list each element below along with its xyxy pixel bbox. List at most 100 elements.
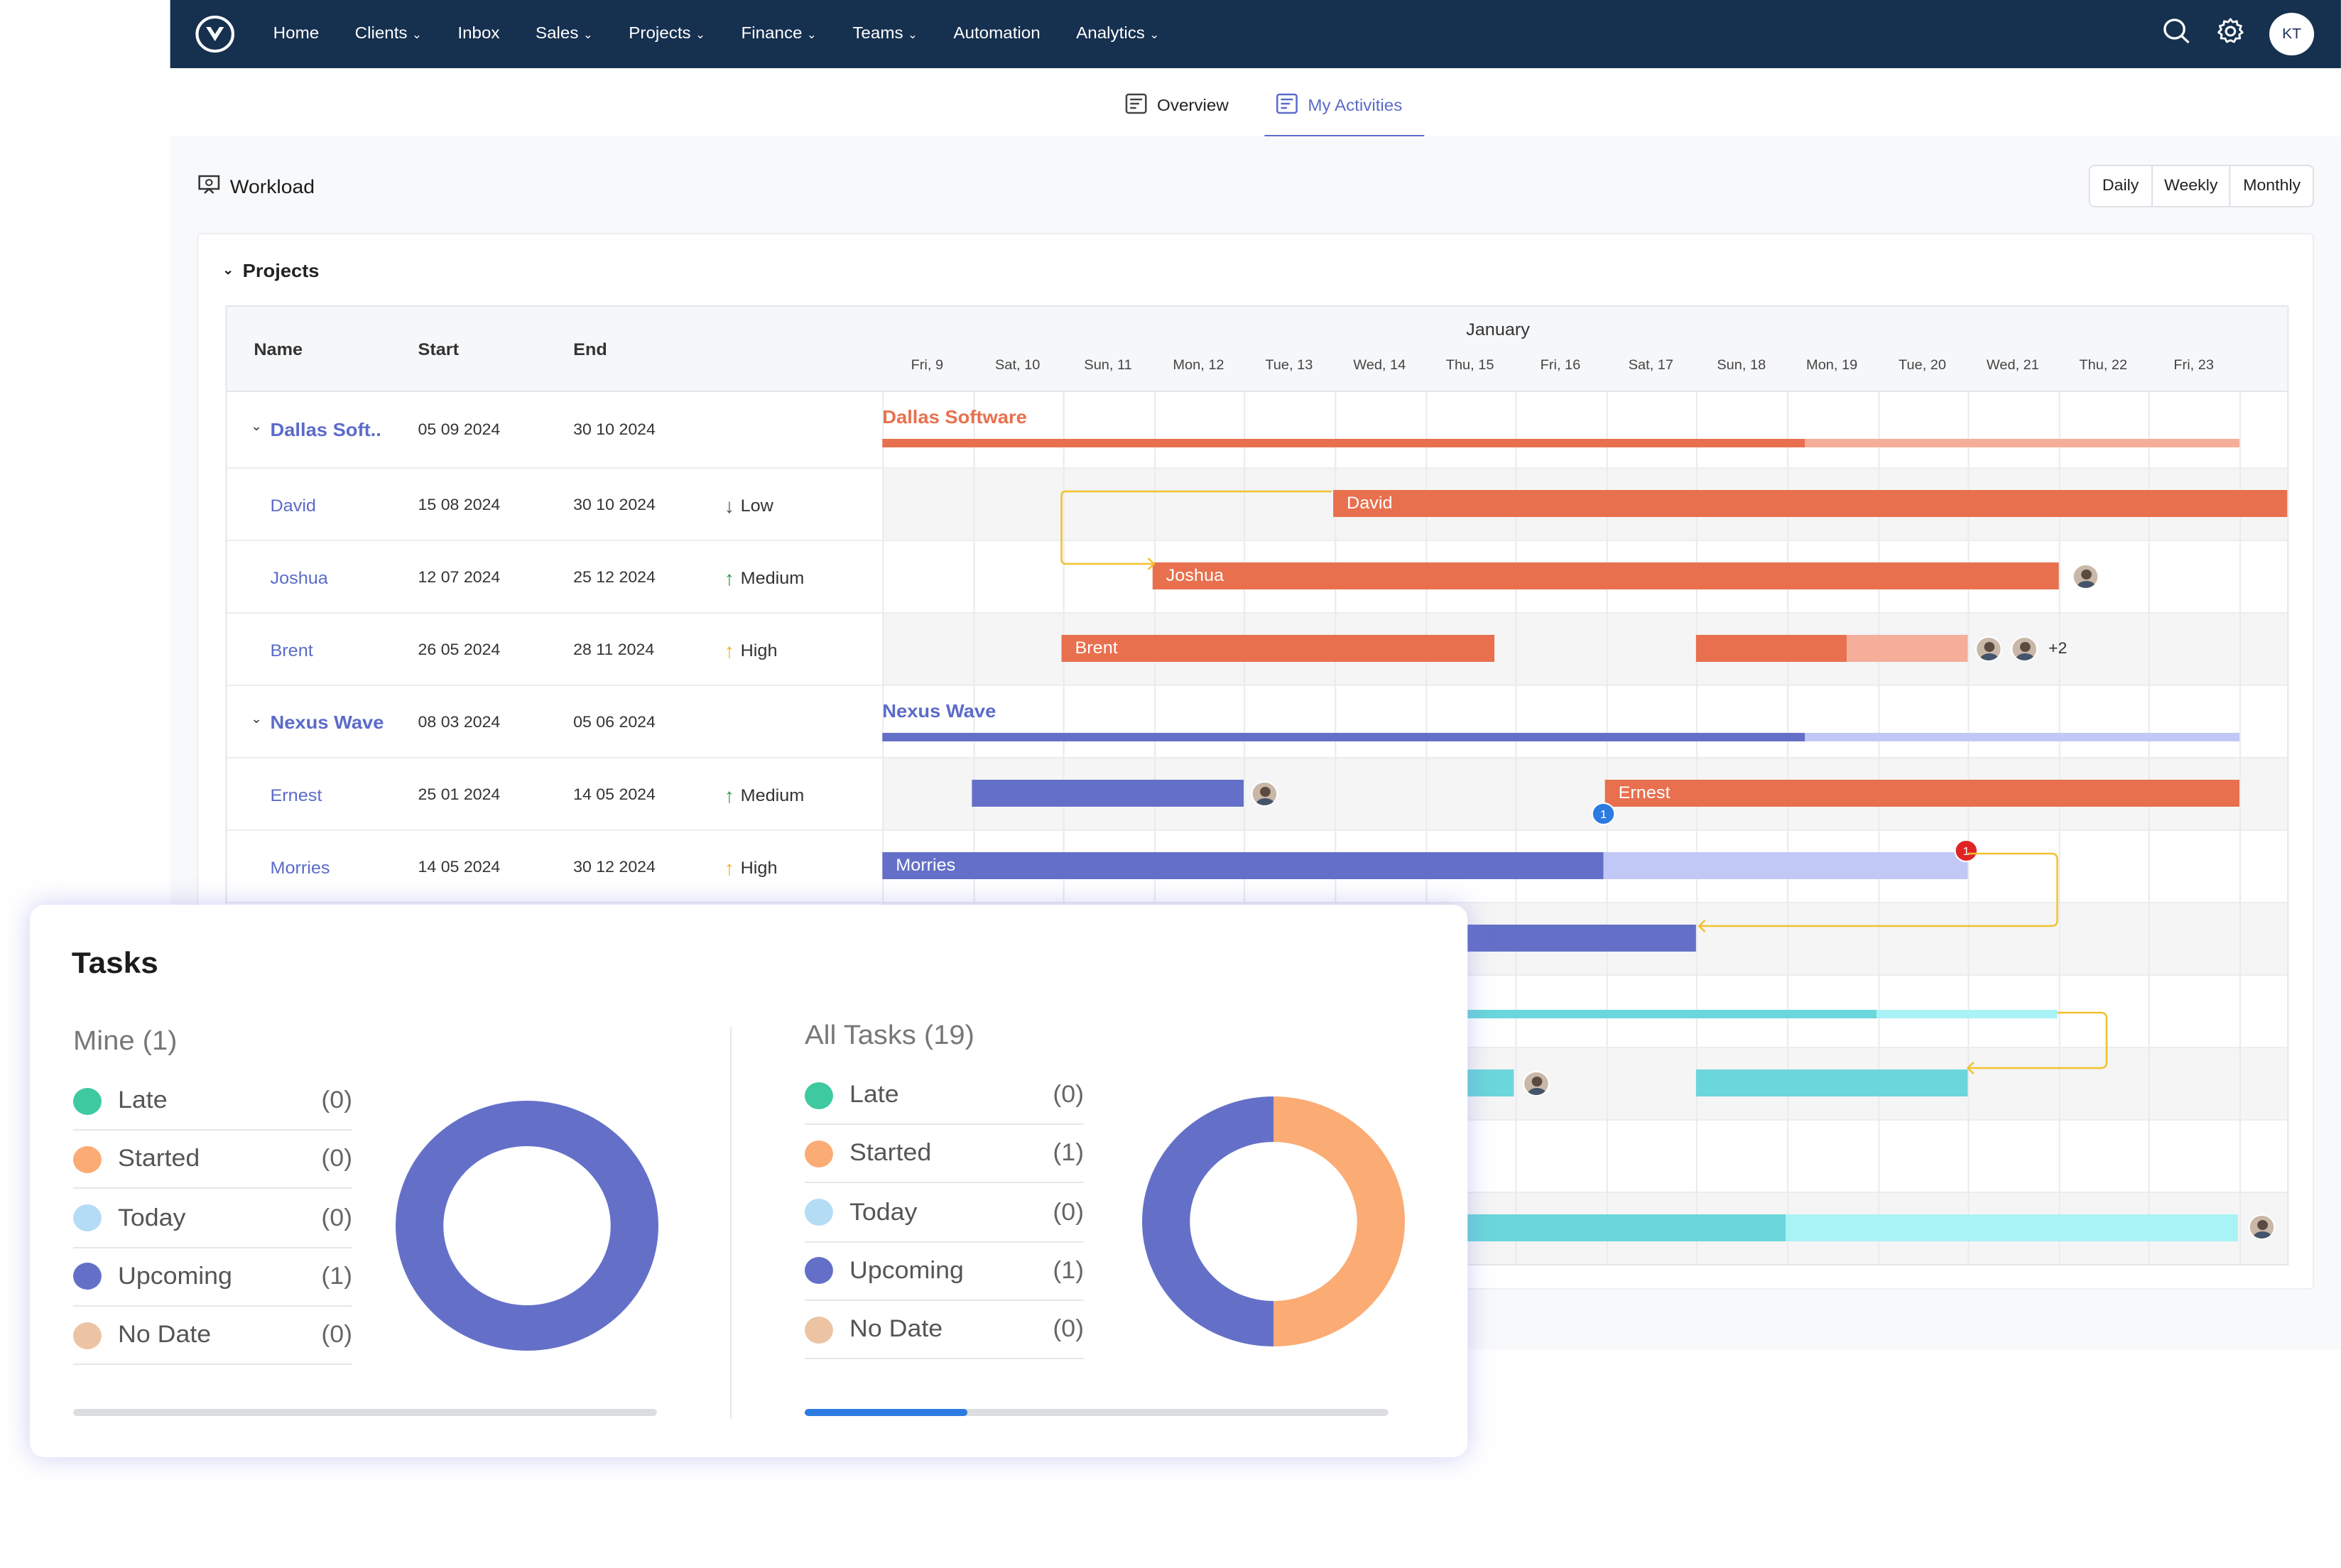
table-row: ⌄ Dallas Soft.. 05 09 2024 30 10 2024 — [227, 392, 2288, 469]
row-info: David 15 08 2024 30 10 2024 ↓ Low — [227, 469, 883, 540]
gantt-bar-brent-2-remaining[interactable] — [1847, 635, 1968, 662]
legend-item-no-date[interactable]: No Date (0) — [72, 1307, 352, 1366]
nav-item-teams[interactable]: Teams ⌄ — [852, 26, 918, 43]
top-nav: Home Clients ⌄ Inbox Sales ⌄ Projects ⌄ Finance ⌄… — [170, 0, 2341, 68]
nav-item-label: Sales — [535, 26, 579, 43]
assignee-avatar[interactable] — [2011, 636, 2038, 662]
priority-arrow-icon: ↑ — [724, 783, 735, 806]
nav-item-projects[interactable]: Projects ⌄ — [629, 26, 705, 43]
gantt-bar-david[interactable]: David — [1333, 490, 2288, 517]
assignee-avatar[interactable] — [1975, 636, 2002, 662]
priority-label: High — [740, 640, 778, 660]
assignee-avatar[interactable] — [2248, 1214, 2276, 1240]
end-date: 25 12 2024 — [573, 569, 656, 586]
gantt-bar-brent[interactable]: Brent — [1061, 635, 1495, 662]
day-label: Sun, 11 — [1084, 358, 1132, 374]
app-logo-icon[interactable] — [195, 16, 235, 53]
legend-item-today[interactable]: Today (0) — [72, 1189, 352, 1248]
month-label: January — [1466, 320, 1530, 339]
chevron-down-icon[interactable]: ⌄ — [251, 419, 262, 433]
chevron-down-icon: ⌄ — [806, 28, 817, 40]
tab-my-activities-label: My Activities — [1308, 97, 1403, 114]
start-date: 08 03 2024 — [418, 714, 501, 731]
tasks-title: Tasks — [71, 947, 158, 980]
legend-item-late[interactable]: Late (0) — [72, 1072, 352, 1131]
grid-line — [1606, 392, 1608, 1264]
view-monthly-button[interactable]: Monthly — [2243, 178, 2301, 195]
task-name[interactable]: David — [270, 495, 316, 515]
nav-item-sales[interactable]: Sales ⌄ — [536, 26, 593, 43]
nav-item-clients[interactable]: Clients ⌄ — [355, 26, 422, 43]
gantt-bar-morries-remaining[interactable] — [1603, 852, 1968, 879]
assignee-avatar[interactable] — [1523, 1071, 1550, 1096]
gantt-bar-ernest-1[interactable] — [972, 780, 1244, 807]
task-name[interactable]: Morries — [270, 857, 330, 877]
projects-toggle[interactable]: ⌄ Projects — [222, 260, 319, 281]
table-row: David 15 08 2024 30 10 2024 ↓ Low — [227, 469, 2288, 541]
status-dot-icon — [804, 1082, 833, 1109]
header-end: End — [573, 339, 607, 359]
legend-label: Today — [849, 1198, 918, 1226]
nav-item-label: Teams — [852, 26, 903, 43]
tab-my-activities[interactable]: My Activities — [1275, 92, 1402, 119]
gantt-bar-joshua[interactable]: Joshua — [1152, 562, 2059, 589]
chevron-down-icon: ⌄ — [411, 28, 422, 40]
assignee-avatar[interactable] — [2072, 564, 2100, 589]
legend-item-upcoming[interactable]: Upcoming (1) — [72, 1248, 352, 1307]
project-name[interactable]: Dallas Soft.. — [270, 419, 381, 440]
alert-badge[interactable]: 1 — [1954, 839, 1979, 862]
priority-arrow-icon: ↑ — [724, 566, 735, 589]
summary-bar — [882, 439, 1805, 447]
nav-item-home[interactable]: Home — [273, 26, 320, 43]
search-icon[interactable] — [2162, 16, 2192, 52]
row-info: Brent 26 05 2024 28 11 2024 ↑ High — [227, 614, 883, 685]
project-label-nexus: Nexus Wave — [882, 700, 996, 722]
day-label: Thu, 22 — [2079, 358, 2128, 374]
legend-item-no-date[interactable]: No Date (0) — [804, 1301, 1085, 1360]
chevron-down-icon[interactable]: ⌄ — [251, 711, 262, 725]
assignee-avatar[interactable] — [1251, 781, 1278, 807]
legend-item-started[interactable]: Started (0) — [72, 1131, 353, 1189]
gantt-bar[interactable] — [1695, 1069, 1968, 1096]
legend-item-upcoming[interactable]: Upcoming (1) — [804, 1243, 1085, 1301]
status-dot-icon — [804, 1257, 833, 1285]
legend-item-started[interactable]: Started (1) — [804, 1126, 1085, 1184]
start-date: 26 05 2024 — [418, 641, 501, 658]
day-label: Mon, 19 — [1806, 358, 1858, 374]
legend-count: (0) — [321, 1145, 353, 1172]
gantt-bar-brent-2[interactable] — [1695, 635, 1847, 662]
nav-item-label: Projects — [629, 26, 691, 43]
gantt-bar[interactable] — [1785, 1214, 2238, 1241]
chevron-down-icon: ⌄ — [907, 28, 918, 40]
tab-overview[interactable]: Overview — [1124, 92, 1229, 119]
task-name[interactable]: Joshua — [270, 567, 328, 587]
view-daily-button[interactable]: Daily — [2090, 166, 2153, 206]
nav-item-automation[interactable]: Automation — [953, 26, 1040, 43]
task-name[interactable]: Ernest — [270, 785, 322, 805]
comment-badge[interactable]: 1 — [1591, 802, 1616, 825]
legend-label: Late — [849, 1081, 899, 1108]
legend-item-today[interactable]: Today (0) — [804, 1184, 1085, 1243]
nav-item-finance[interactable]: Finance ⌄ — [741, 26, 816, 43]
more-assignees[interactable]: +2 — [2048, 641, 2068, 658]
nav-item-analytics[interactable]: Analytics ⌄ — [1076, 26, 1159, 43]
task-name[interactable]: Brent — [270, 640, 313, 660]
gantt-bar-ernest[interactable]: Ernest — [1604, 780, 2239, 807]
legend-item-late[interactable]: Late (0) — [804, 1067, 1085, 1125]
nav-item-inbox[interactable]: Inbox — [457, 26, 499, 43]
workload-title: Workload — [197, 173, 315, 200]
mine-progress-bar — [72, 1409, 657, 1416]
gear-icon[interactable] — [2215, 16, 2245, 52]
end-date: 05 06 2024 — [573, 714, 656, 731]
project-name[interactable]: Nexus Wave — [270, 711, 384, 732]
user-avatar[interactable]: KT — [2269, 13, 2315, 55]
row-info: Joshua 12 07 2024 25 12 2024 ↑ Medium — [227, 541, 883, 612]
summary-bar — [1876, 1010, 2058, 1018]
gantt-bar-morries[interactable]: Morries — [882, 852, 1604, 879]
end-date: 14 05 2024 — [573, 786, 656, 803]
status-dot-icon — [804, 1140, 833, 1167]
legend-label: Today — [118, 1204, 186, 1231]
view-weekly-button[interactable]: Weekly — [2152, 166, 2232, 206]
legend-label: No Date — [849, 1315, 943, 1343]
day-label: Wed, 21 — [1986, 358, 2039, 374]
